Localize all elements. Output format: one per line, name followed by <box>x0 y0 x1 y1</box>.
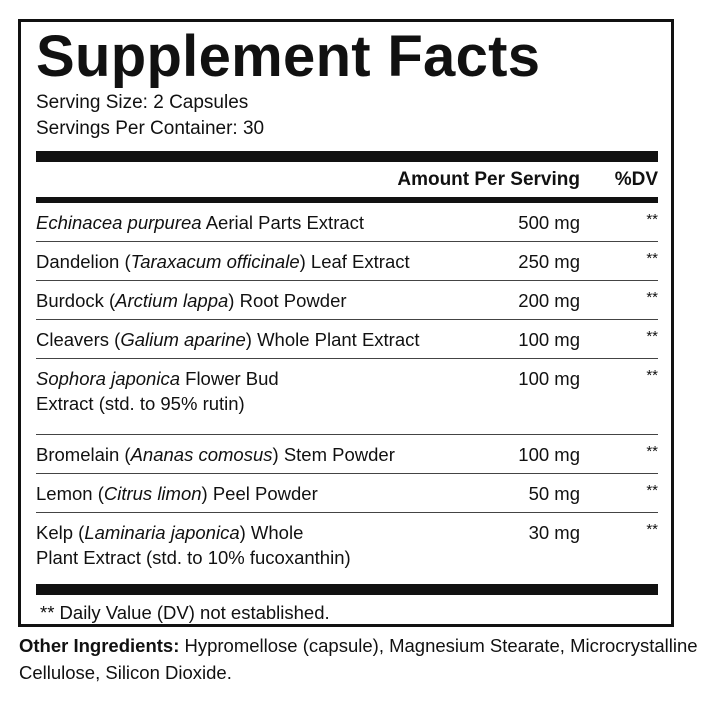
latin-name: Galium aparine <box>120 329 246 350</box>
name-part: Bromelain ( <box>36 444 131 465</box>
latin-name: Sophora japonica <box>36 368 180 389</box>
latin-name: Echinacea purpurea <box>36 212 202 233</box>
panel-title: Supplement Facts <box>36 24 541 89</box>
daily-value: ** <box>646 443 658 460</box>
amount-per-serving: 50 mg <box>528 483 580 504</box>
daily-value: ** <box>646 482 658 499</box>
ingredient-name: Dandelion (Taraxacum officinale) Leaf Ex… <box>36 249 440 274</box>
name-part: Dandelion ( <box>36 251 131 272</box>
table-row: Burdock (Arctium lappa) Root Powder 200 m… <box>36 281 658 320</box>
latin-name: Ananas comosus <box>130 444 273 465</box>
ingredient-name: Cleavers (Galium aparine) Whole Plant Ex… <box>36 327 440 352</box>
ingredient-name: Echinacea purpurea Aerial Parts Extract <box>36 210 440 235</box>
amount-per-serving: 30 mg <box>528 522 580 543</box>
amount-per-serving: 500 mg <box>518 212 580 233</box>
name-part: ) Stem Powder <box>272 444 395 465</box>
daily-value: ** <box>646 521 658 538</box>
table-row: Lemon (Citrus limon) Peel Powder 50 mg ** <box>36 474 658 513</box>
amount-per-serving: 200 mg <box>518 290 580 311</box>
other-ingredients-text: Hypromellose (capsule), Magnesium Steara… <box>19 635 698 683</box>
table-row: Dandelion (Taraxacum officinale) Leaf Ex… <box>36 242 658 281</box>
ingredient-name: Kelp (Laminaria japonica) Whole Plant Ext… <box>36 520 440 570</box>
amount-header: Amount Per Serving <box>397 168 580 190</box>
name-part: Kelp ( <box>36 522 85 543</box>
ingredient-name: Bromelain (Ananas comosus) Stem Powder <box>36 442 440 467</box>
latin-name: Citrus limon <box>103 483 202 504</box>
latin-name: Laminaria japonica <box>84 522 240 543</box>
other-ingredients-label: Other Ingredients: <box>19 635 180 656</box>
daily-value: ** <box>646 211 658 228</box>
name-part: Lemon ( <box>36 483 104 504</box>
amount-per-serving: 250 mg <box>518 251 580 272</box>
ingredient-name: Burdock (Arctium lappa) Root Powder <box>36 288 440 313</box>
latin-name: Arctium lappa <box>115 290 229 311</box>
ingredient-name: Lemon (Citrus limon) Peel Powder <box>36 481 440 506</box>
name-part: Plant Extract (std. to 10% fucoxanthin) <box>36 547 351 568</box>
name-part: Cleavers ( <box>36 329 121 350</box>
name-part: ) Root Powder <box>228 290 347 311</box>
thick-divider <box>36 151 658 162</box>
servings-per-container: Servings Per Container: 30 <box>36 118 265 139</box>
name-part: ) Whole Plant Extract <box>245 329 420 350</box>
amount-per-serving: 100 mg <box>518 444 580 465</box>
latin-name: Taraxacum officinale <box>130 251 300 272</box>
header-divider <box>36 197 658 203</box>
daily-value: ** <box>646 367 658 384</box>
name-part: Extract (std. to 95% rutin) <box>36 393 245 414</box>
daily-value: ** <box>646 289 658 306</box>
table-row: Kelp (Laminaria japonica) Whole Plant Ext… <box>36 513 658 584</box>
ingredient-table: Echinacea purpurea Aerial Parts Extract 5… <box>36 203 658 584</box>
daily-value: ** <box>646 250 658 267</box>
name-part: Aerial Parts Extract <box>201 212 365 233</box>
name-part: ) Peel Powder <box>201 483 318 504</box>
table-row: Sophora japonica Flower Bud Extract (std.… <box>36 359 658 435</box>
name-part: ) Whole <box>239 522 304 543</box>
serving-size: Serving Size: 2 Capsules <box>36 92 249 113</box>
table-row: Cleavers (Galium aparine) Whole Plant Ex… <box>36 320 658 359</box>
table-row: Echinacea purpurea Aerial Parts Extract 5… <box>36 203 658 242</box>
name-part: ) Leaf Extract <box>299 251 410 272</box>
ingredient-name: Sophora japonica Flower Bud Extract (std.… <box>36 366 440 416</box>
bottom-divider <box>36 584 658 595</box>
supplement-facts-panel: Supplement Facts Serving Size: 2 Capsule… <box>18 19 674 627</box>
dv-header: %DV <box>614 168 658 190</box>
footnote: ** Daily Value (DV) not established. <box>40 602 330 623</box>
column-header: Amount Per Serving %DV <box>36 162 658 197</box>
name-part: Burdock ( <box>36 290 116 311</box>
amount-per-serving: 100 mg <box>518 329 580 350</box>
name-part: Flower Bud <box>180 368 279 389</box>
daily-value: ** <box>646 328 658 345</box>
other-ingredients: Other Ingredients: Hypromellose (capsule… <box>19 632 699 686</box>
amount-per-serving: 100 mg <box>518 368 580 389</box>
table-row: Bromelain (Ananas comosus) Stem Powder 10… <box>36 435 658 474</box>
